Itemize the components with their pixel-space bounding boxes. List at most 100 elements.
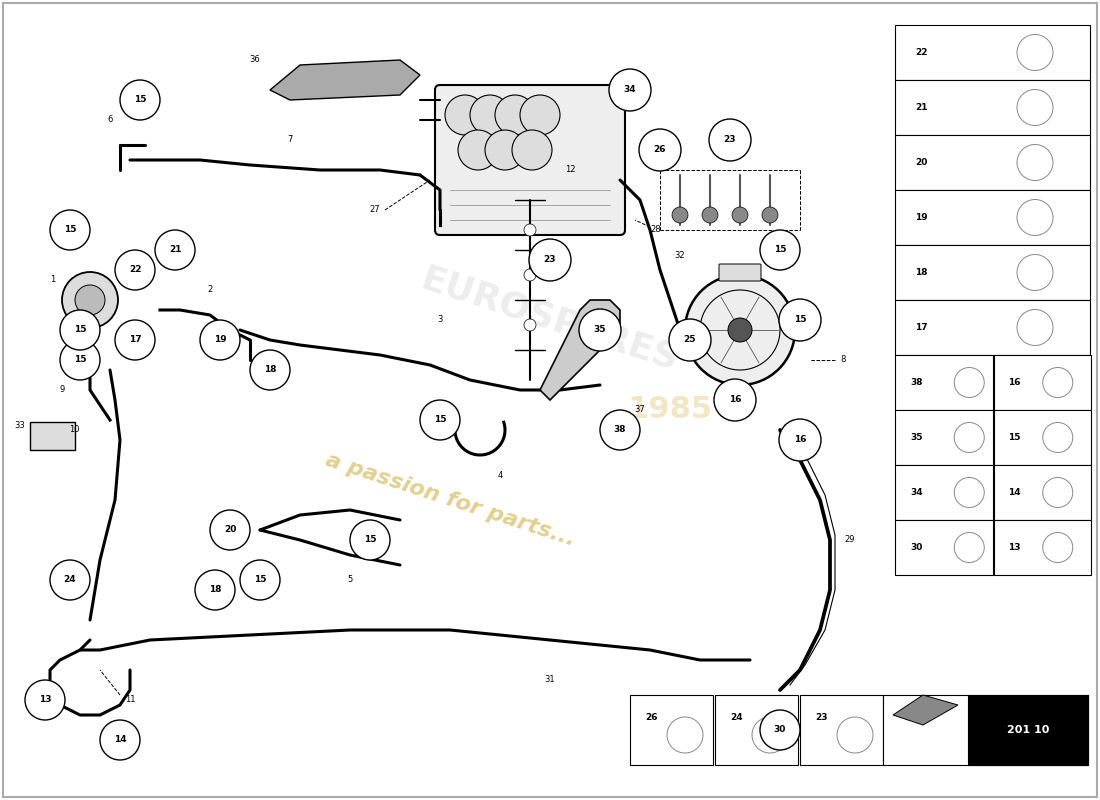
Bar	[895, 355, 992, 410]
Circle shape	[600, 410, 640, 450]
Circle shape	[50, 210, 90, 250]
Text: 26: 26	[645, 714, 658, 722]
Text: 30: 30	[910, 543, 923, 552]
Circle shape	[495, 95, 535, 135]
Circle shape	[25, 680, 65, 720]
Circle shape	[529, 239, 571, 281]
Text: 11: 11	[124, 695, 135, 705]
Text: 16: 16	[794, 435, 806, 445]
Polygon shape	[540, 300, 620, 400]
Text: a passion for parts...: a passion for parts...	[322, 450, 578, 550]
Circle shape	[702, 207, 718, 223]
Circle shape	[116, 320, 155, 360]
Text: 6: 6	[108, 115, 112, 125]
Text: 15: 15	[74, 355, 86, 365]
Text: 27: 27	[370, 206, 379, 214]
Text: 5: 5	[348, 575, 353, 585]
Text: 15: 15	[1009, 433, 1021, 442]
Circle shape	[120, 80, 160, 120]
Bar	[895, 80, 1090, 135]
Bar	[630, 695, 713, 765]
Bar	[30, 422, 75, 450]
Text: 25: 25	[684, 335, 696, 345]
Circle shape	[779, 419, 821, 461]
Text: 18: 18	[915, 268, 927, 277]
Text: 12: 12	[564, 166, 575, 174]
Circle shape	[685, 275, 795, 385]
Bar	[895, 135, 1090, 190]
Circle shape	[62, 272, 118, 328]
Polygon shape	[270, 60, 420, 100]
Text: 38: 38	[910, 378, 923, 387]
Bar	[993, 520, 1091, 575]
Text: 1985: 1985	[627, 395, 713, 425]
Text: 16: 16	[1009, 378, 1021, 387]
Text: 9: 9	[59, 386, 65, 394]
Text: 4: 4	[497, 470, 503, 479]
Text: 20: 20	[223, 526, 236, 534]
Circle shape	[470, 95, 510, 135]
Text: 15: 15	[364, 535, 376, 545]
Text: 22: 22	[915, 48, 927, 57]
Text: 30: 30	[773, 726, 786, 734]
Circle shape	[350, 520, 390, 560]
Text: 15: 15	[254, 575, 266, 585]
Bar	[993, 355, 1091, 410]
Text: 18: 18	[209, 586, 221, 594]
Text: 24: 24	[730, 714, 743, 722]
Text: 19: 19	[915, 213, 927, 222]
Text: 37: 37	[635, 406, 646, 414]
Circle shape	[779, 299, 821, 341]
Circle shape	[50, 560, 90, 600]
Circle shape	[714, 379, 756, 421]
Bar	[800, 695, 883, 765]
Circle shape	[75, 285, 104, 315]
Text: 23: 23	[815, 714, 827, 722]
Bar	[895, 190, 1090, 245]
Circle shape	[728, 318, 752, 342]
Text: 34: 34	[624, 86, 636, 94]
Circle shape	[760, 230, 800, 270]
Text: 1: 1	[50, 275, 55, 285]
Text: 36: 36	[250, 55, 260, 65]
Circle shape	[524, 319, 536, 331]
Text: 17: 17	[129, 335, 141, 345]
Circle shape	[669, 319, 711, 361]
Circle shape	[100, 720, 140, 760]
FancyBboxPatch shape	[719, 264, 761, 281]
Bar	[993, 465, 1091, 520]
Circle shape	[732, 207, 748, 223]
Text: EUROSPARES: EUROSPARES	[417, 262, 683, 378]
Text: 17: 17	[915, 323, 927, 332]
Text: 19: 19	[213, 335, 227, 345]
Circle shape	[155, 230, 195, 270]
Circle shape	[240, 560, 280, 600]
Bar	[895, 520, 992, 575]
Text: 13: 13	[1009, 543, 1021, 552]
Text: 33: 33	[14, 421, 25, 430]
Circle shape	[200, 320, 240, 360]
Text: 16: 16	[728, 395, 741, 405]
Bar	[993, 410, 1091, 465]
Circle shape	[520, 95, 560, 135]
Text: 24: 24	[64, 575, 76, 585]
Text: 14: 14	[113, 735, 127, 745]
Text: 21: 21	[168, 246, 182, 254]
Bar	[968, 695, 1088, 765]
Circle shape	[524, 224, 536, 236]
Circle shape	[524, 269, 536, 281]
Text: 20: 20	[915, 158, 927, 167]
Text: 3: 3	[438, 315, 442, 325]
Circle shape	[60, 310, 100, 350]
Circle shape	[210, 510, 250, 550]
Text: 7: 7	[287, 135, 293, 145]
Text: 14: 14	[1009, 488, 1021, 497]
Circle shape	[116, 250, 155, 290]
Bar	[895, 410, 992, 465]
Bar	[895, 465, 992, 520]
Text: 28: 28	[650, 226, 661, 234]
Bar	[895, 25, 1090, 80]
Text: 15: 15	[64, 226, 76, 234]
Text: 15: 15	[74, 326, 86, 334]
Text: 13: 13	[39, 695, 52, 705]
